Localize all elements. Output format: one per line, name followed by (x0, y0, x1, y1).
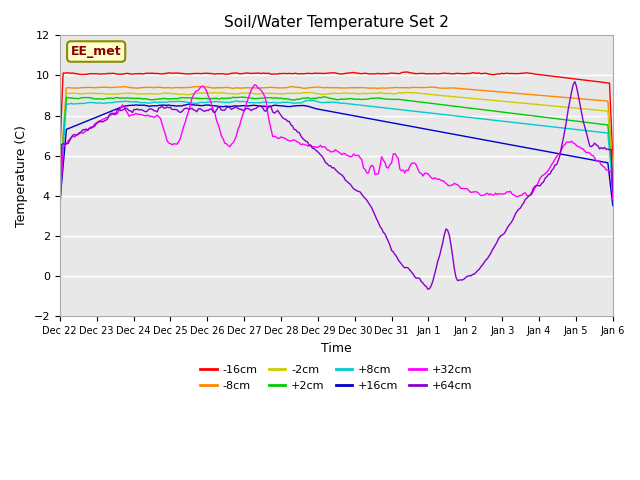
Legend: -16cm, -8cm, -2cm, +2cm, +8cm, +16cm, +32cm, +64cm: -16cm, -8cm, -2cm, +2cm, +8cm, +16cm, +3… (196, 361, 477, 395)
Text: EE_met: EE_met (71, 45, 122, 58)
Title: Soil/Water Temperature Set 2: Soil/Water Temperature Set 2 (224, 15, 449, 30)
Y-axis label: Temperature (C): Temperature (C) (15, 125, 28, 227)
X-axis label: Time: Time (321, 342, 351, 355)
